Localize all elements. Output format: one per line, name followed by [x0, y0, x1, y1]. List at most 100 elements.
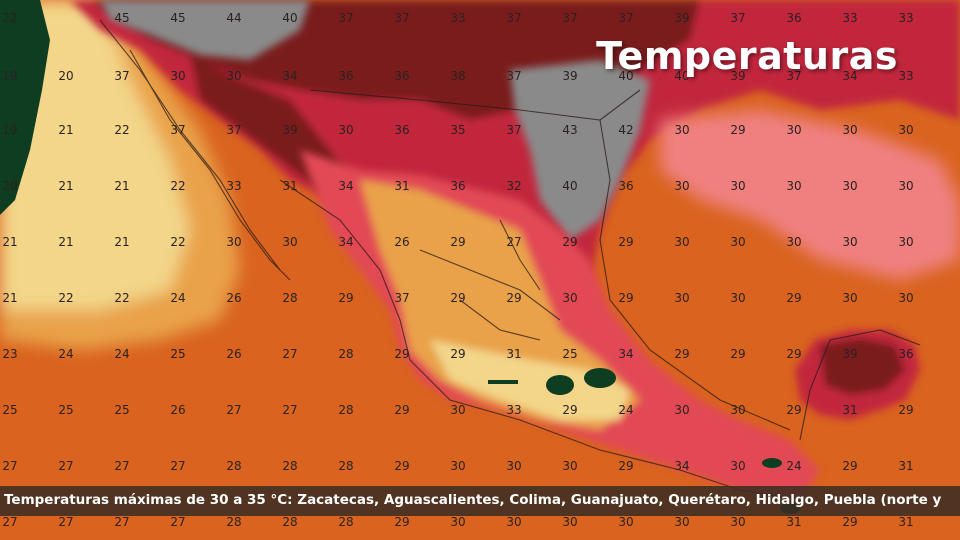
- temperature-label: 33: [226, 179, 241, 193]
- temperature-label: 36: [394, 69, 409, 83]
- news-ticker: Temperaturas máximas de 30 a 35 °C: Zaca…: [0, 486, 960, 516]
- temperature-label: 31: [842, 403, 857, 417]
- temperature-label: 24: [786, 459, 801, 473]
- temperature-label: 30: [730, 459, 745, 473]
- temperature-label: 29: [450, 347, 465, 361]
- temperature-label: 31: [394, 179, 409, 193]
- temperature-label: 28: [282, 459, 297, 473]
- temperature-label: 26: [226, 347, 241, 361]
- temperature-label: 30: [730, 515, 745, 529]
- temperature-label: 36: [338, 69, 353, 83]
- temperature-label: 25: [562, 347, 577, 361]
- gulf-warm-zone: [660, 110, 960, 280]
- map-title: Temperaturas: [596, 34, 898, 78]
- temperature-label: 29: [618, 291, 633, 305]
- temperature-label: 30: [674, 235, 689, 249]
- temperature-label: 29: [786, 403, 801, 417]
- temperature-label: 29: [394, 403, 409, 417]
- temperature-label: 28: [282, 515, 297, 529]
- temperature-label: 36: [394, 123, 409, 137]
- temperature-label: 31: [282, 179, 297, 193]
- temperature-label: 37: [618, 11, 633, 25]
- temperature-label: 19: [2, 69, 17, 83]
- temperature-label: 26: [394, 235, 409, 249]
- temperature-label: 30: [786, 235, 801, 249]
- gray-nodata-zones: [100, 0, 650, 240]
- temperature-label: 31: [898, 515, 913, 529]
- temperature-label: 37: [394, 291, 409, 305]
- temperature-label: 27: [2, 515, 17, 529]
- temperature-label: 30: [674, 123, 689, 137]
- temperature-label: 39: [842, 347, 857, 361]
- temperature-label: 33: [898, 11, 913, 25]
- temperature-label: 30: [842, 235, 857, 249]
- temperature-label: 29: [730, 123, 745, 137]
- temperature-label: 45: [170, 11, 185, 25]
- temperature-label: 30: [898, 291, 913, 305]
- temperature-label: 33: [842, 11, 857, 25]
- temperature-label: 30: [842, 123, 857, 137]
- temperature-label: 27: [226, 403, 241, 417]
- temperature-label: 27: [2, 459, 17, 473]
- temperature-label: 37: [730, 11, 745, 25]
- temperature-label: 25: [58, 403, 73, 417]
- temperature-label: 42: [618, 123, 633, 137]
- temperature-label: 30: [562, 515, 577, 529]
- temperature-label: 29: [730, 347, 745, 361]
- temperature-label: 30: [786, 179, 801, 193]
- temperature-label: 30: [730, 235, 745, 249]
- temperature-label: 37: [394, 11, 409, 25]
- yucatan-peninsula: [795, 330, 920, 420]
- temperature-label: 28: [282, 291, 297, 305]
- temperature-label: 22: [170, 235, 185, 249]
- temperature-label: 37: [562, 11, 577, 25]
- borders: [99, 19, 921, 501]
- temperature-label: 29: [786, 347, 801, 361]
- temperature-label: 29: [842, 515, 857, 529]
- temperature-label: 37: [170, 123, 185, 137]
- temperature-label: 34: [618, 347, 633, 361]
- temperature-label: 37: [506, 123, 521, 137]
- temperature-label: 30: [898, 179, 913, 193]
- temperature-label: 39: [282, 123, 297, 137]
- temperature-label: 21: [114, 179, 129, 193]
- temperature-label: 29: [394, 347, 409, 361]
- ticker-text: Temperaturas máximas de 30 a 35 °C: Zaca…: [4, 492, 942, 508]
- temperature-label: 39: [730, 69, 745, 83]
- temperature-label: 22: [114, 291, 129, 305]
- temperature-label: 29: [842, 459, 857, 473]
- temperature-label: 29: [562, 235, 577, 249]
- temperature-label: 29: [618, 459, 633, 473]
- temperature-label: 34: [338, 179, 353, 193]
- temperature-label: 33: [506, 403, 521, 417]
- temperature-label: 30: [730, 403, 745, 417]
- temperature-label: 37: [226, 123, 241, 137]
- temperature-label: 30: [170, 69, 185, 83]
- temperature-label: 37: [506, 69, 521, 83]
- temperature-label: 30: [898, 235, 913, 249]
- temperature-label: 26: [170, 403, 185, 417]
- temperature-label: 30: [226, 235, 241, 249]
- temperature-label: 29: [618, 235, 633, 249]
- temperature-label: 30: [674, 179, 689, 193]
- temperature-label: 24: [58, 347, 73, 361]
- temperature-label: 30: [562, 291, 577, 305]
- temperature-label: 40: [282, 11, 297, 25]
- temperature-label: 29: [898, 403, 913, 417]
- temperature-label: 30: [674, 291, 689, 305]
- temperature-label: 37: [338, 11, 353, 25]
- temperature-label: 29: [506, 291, 521, 305]
- temperature-label: 36: [786, 11, 801, 25]
- temperature-label: 21: [2, 235, 17, 249]
- temperature-label: 25: [114, 403, 129, 417]
- temperature-label: 34: [842, 69, 857, 83]
- temperature-label: 29: [394, 515, 409, 529]
- temperature-label: 33: [898, 69, 913, 83]
- temperature-label: 31: [506, 347, 521, 361]
- temperature-label: 27: [170, 515, 185, 529]
- temperature-label: 30: [674, 403, 689, 417]
- temperature-label: 30: [730, 291, 745, 305]
- temperature-label: 40: [618, 69, 633, 83]
- temperature-label: 29: [674, 347, 689, 361]
